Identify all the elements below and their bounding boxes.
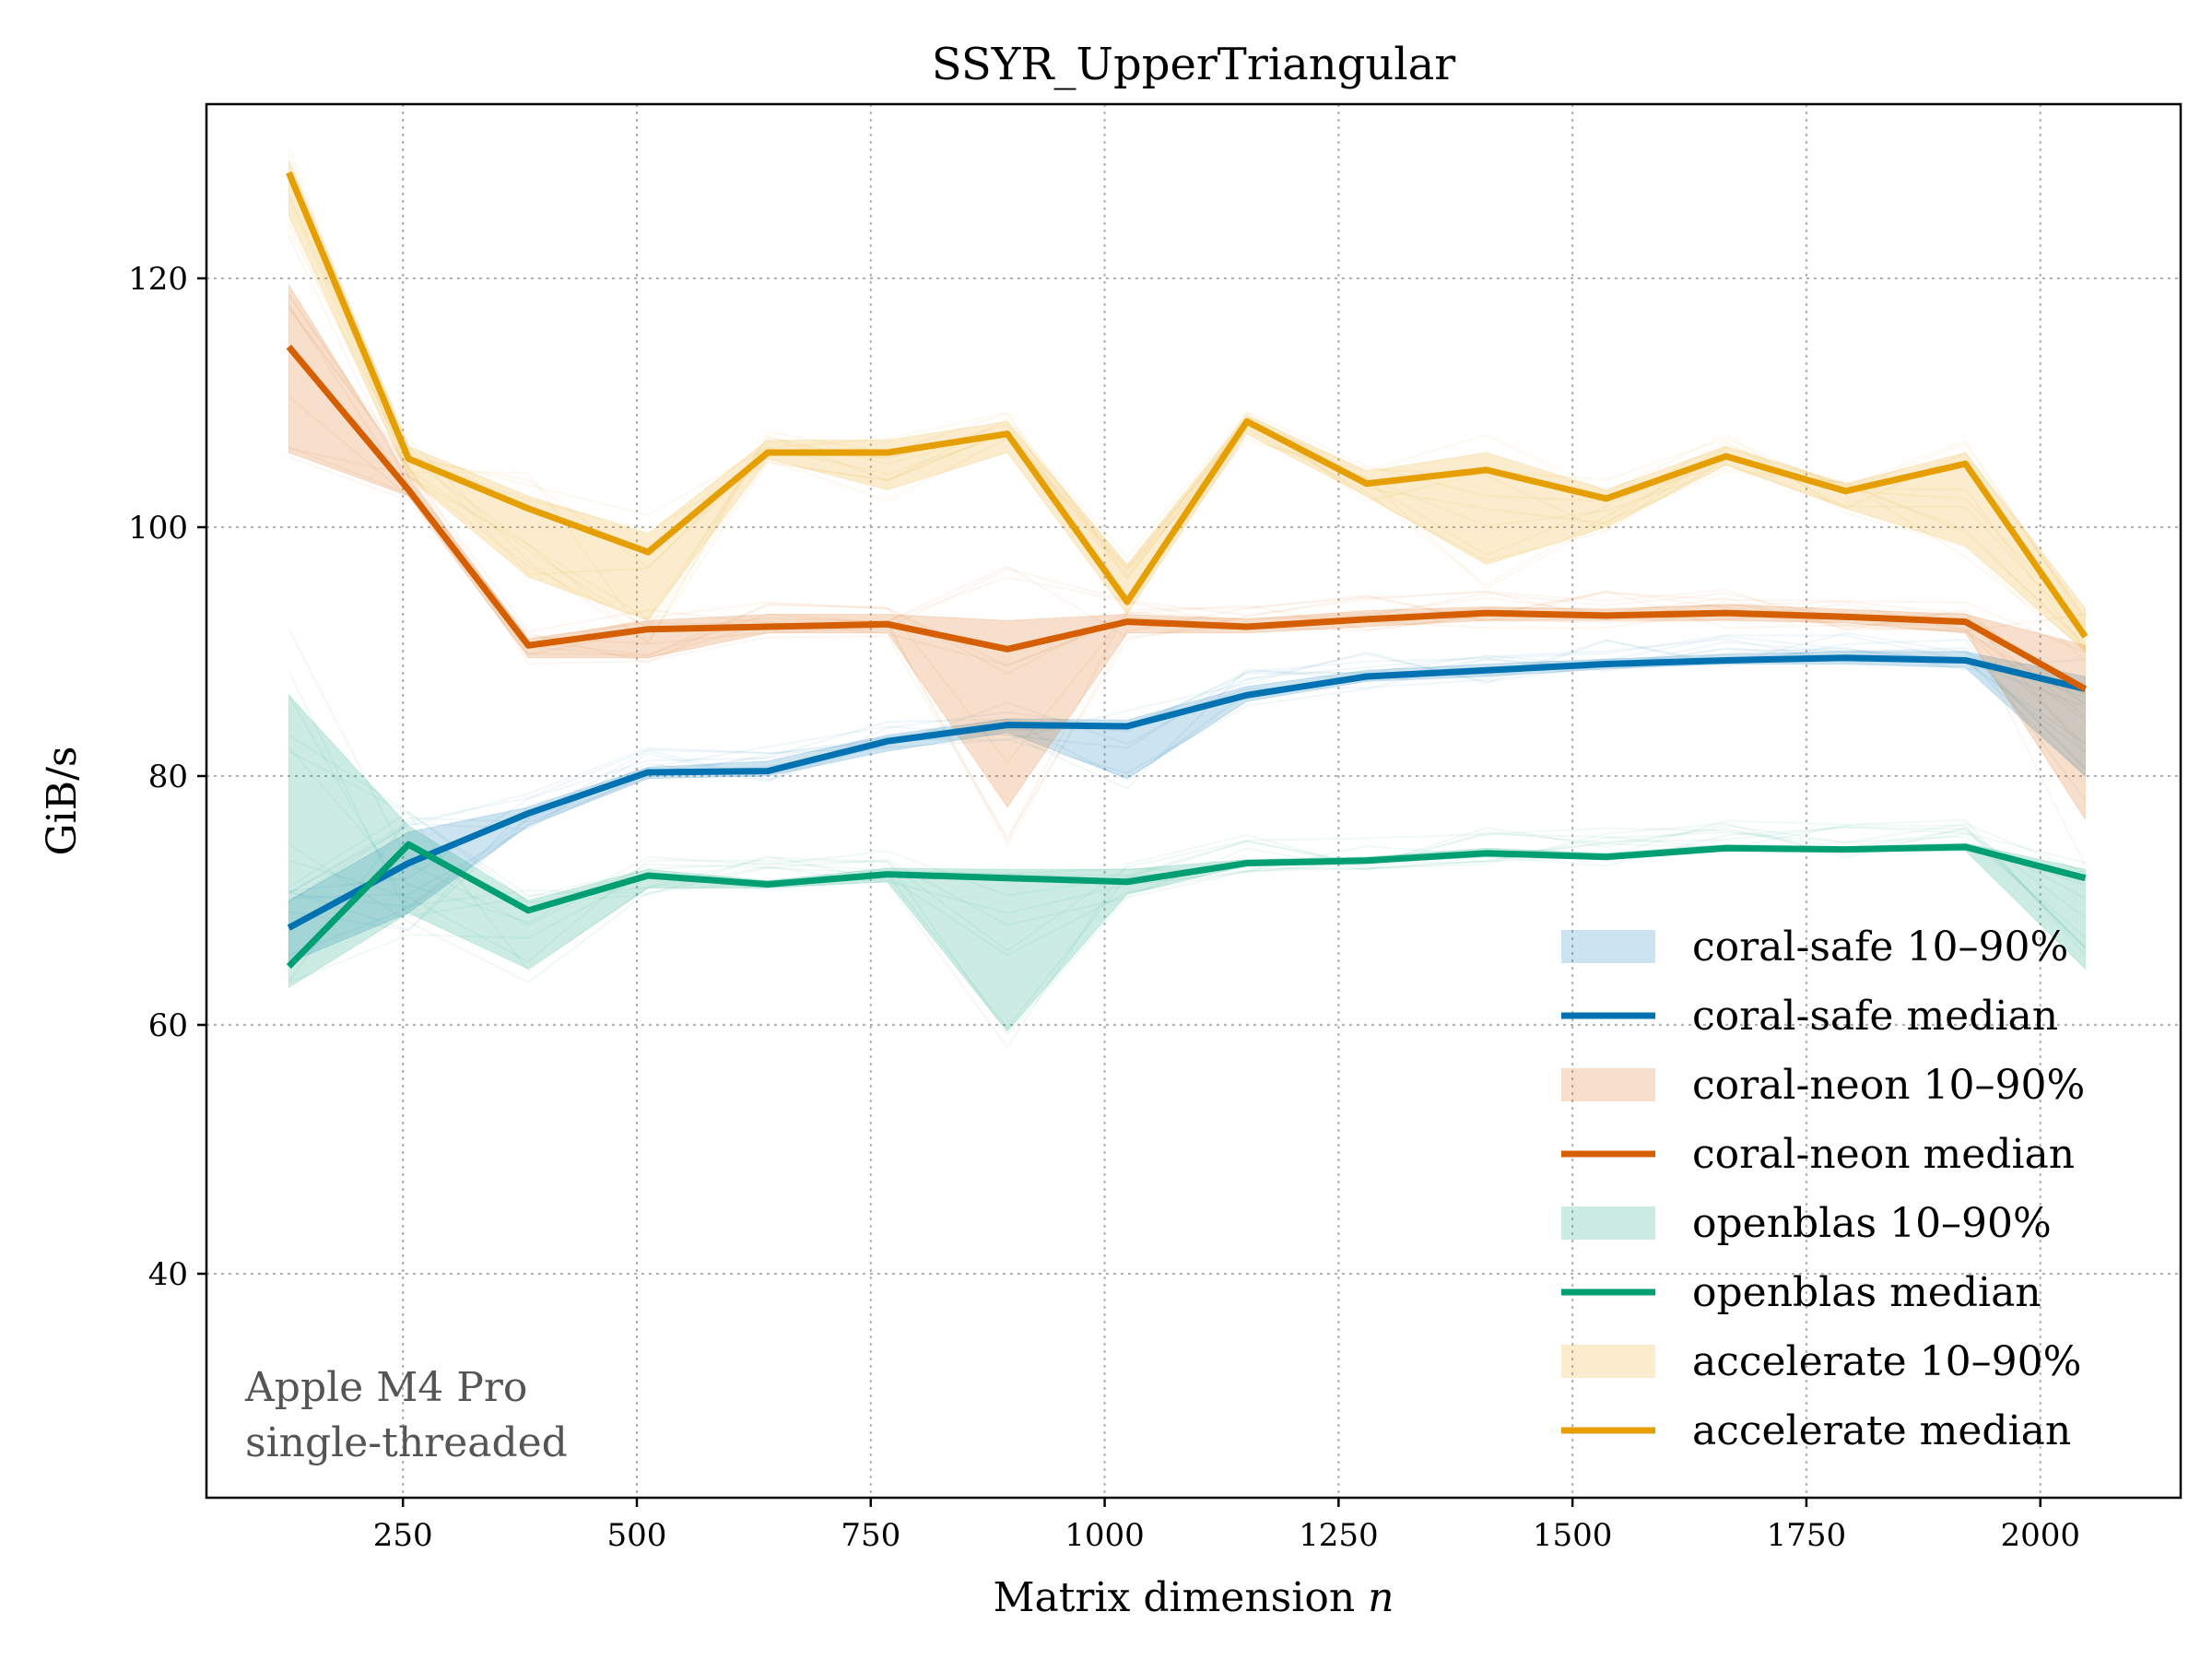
coral-safe-run-trace xyxy=(288,631,2086,908)
accelerate-run-trace xyxy=(288,221,2087,625)
openblas-median-label: openblas median xyxy=(1692,1269,2041,1316)
annotation-line-2: single-threaded xyxy=(245,1419,568,1466)
x-tick-label-750: 750 xyxy=(841,1517,900,1554)
run-traces xyxy=(288,146,2087,1049)
coral-safe-band-label: coral-safe 10–90% xyxy=(1692,924,2068,971)
plot-frame xyxy=(205,102,2183,1500)
y-tick-label-80: 80 xyxy=(148,759,188,795)
coral-safe-band-swatch xyxy=(1561,930,1655,963)
legend: coral-safe 10–90% coral-safe median coral-… xyxy=(1561,924,2085,1454)
openblas-band xyxy=(288,693,2086,1032)
accelerate-band-swatch xyxy=(1561,1345,1655,1378)
coral-neon-run-trace xyxy=(288,456,2086,656)
y-tick-label-40: 40 xyxy=(148,1256,188,1293)
x-tick-label-250: 250 xyxy=(373,1517,433,1554)
coral-neon-median-line xyxy=(286,345,2088,692)
coral-neon-run-trace xyxy=(288,306,2086,653)
x-axis-label-text: Matrix dimension xyxy=(993,1574,1355,1621)
x-axis-label: Matrix dimension n xyxy=(993,1574,1394,1621)
x-tick-label-2000: 2000 xyxy=(2000,1517,2080,1554)
coral-neon-band-label: coral-neon 10–90% xyxy=(1692,1062,2085,1109)
openblas-run-trace xyxy=(288,811,2087,949)
accelerate-band xyxy=(288,159,2086,653)
openblas-run-trace xyxy=(288,826,2087,983)
openblas-run-trace xyxy=(288,827,2087,963)
accelerate-band-label: accelerate 10–90% xyxy=(1692,1338,2081,1385)
chart-title: SSYR_UpperTriangular xyxy=(932,39,1455,90)
median-lines xyxy=(286,171,2088,970)
y-axis-label: GiB/s xyxy=(39,747,86,856)
axis-ticks: 250 500 750 1000 1250 1500 1750 2000 40 60 80 100 12… xyxy=(128,261,2080,1554)
accelerate-median-label: accelerate median xyxy=(1692,1407,2071,1454)
coral-neon-run-trace xyxy=(288,446,2087,752)
x-tick-label-1000: 1000 xyxy=(1065,1517,1145,1554)
accelerate-run-trace xyxy=(288,155,2087,648)
x-tick-label-1500: 1500 xyxy=(1533,1517,1613,1554)
y-tick-label-120: 120 xyxy=(128,261,188,298)
y-tick-label-100: 100 xyxy=(128,510,188,547)
coral-neon-band-swatch xyxy=(1561,1068,1655,1101)
accelerate-median-line xyxy=(286,171,2088,639)
x-tick-label-1250: 1250 xyxy=(1299,1517,1379,1554)
accelerate-run-trace xyxy=(288,180,2087,651)
coral-neon-median-label: coral-neon median xyxy=(1692,1131,2075,1178)
coral-safe-median-label: coral-safe median xyxy=(1692,993,2058,1040)
coral-safe-run-trace xyxy=(288,638,2086,982)
coral-neon-run-trace xyxy=(288,395,2087,866)
y-tick-label-60: 60 xyxy=(148,1007,188,1044)
openblas-band-swatch xyxy=(1561,1206,1655,1240)
annotation-line-1: Apple M4 Pro xyxy=(244,1364,527,1411)
openblas-median-line xyxy=(286,841,2087,970)
x-axis-label-variable: n xyxy=(1368,1574,1394,1621)
coral-neon-band xyxy=(288,282,2086,821)
coral-safe-run-trace xyxy=(288,635,2086,895)
coral-safe-median-line xyxy=(287,654,2087,931)
coral-safe-run-trace xyxy=(288,647,2087,892)
grid xyxy=(206,104,2181,1498)
coral-neon-run-trace xyxy=(288,447,2087,843)
openblas-band-label: openblas 10–90% xyxy=(1692,1200,2052,1247)
coral-safe-run-trace xyxy=(288,641,2087,895)
x-tick-label-1750: 1750 xyxy=(1767,1517,1847,1554)
x-tick-label-500: 500 xyxy=(607,1517,667,1554)
